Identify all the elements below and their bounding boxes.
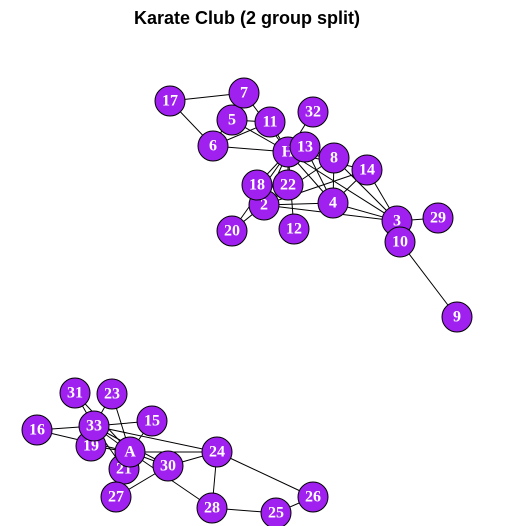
node-label: 8	[330, 150, 338, 167]
node-circle	[384, 226, 416, 258]
node-10: 10	[384, 226, 416, 258]
node-33: 33	[78, 410, 110, 442]
node-label: 12	[286, 221, 302, 238]
node-label: 24	[209, 444, 225, 461]
node-label: 20	[224, 223, 240, 240]
node-label: 5	[228, 112, 236, 129]
node-circle	[216, 104, 248, 136]
node-circle	[317, 187, 349, 219]
node-circle	[59, 377, 91, 409]
node-label: 9	[453, 309, 461, 326]
edge-2-14	[263, 169, 368, 206]
edge-24-26	[216, 451, 314, 498]
node-circle	[351, 154, 383, 186]
edge-9-10	[399, 241, 458, 318]
node-label: 10	[392, 234, 408, 251]
node-label: 16	[29, 422, 45, 439]
node-circle	[241, 169, 273, 201]
node-circle	[154, 85, 186, 117]
node-circle	[272, 169, 304, 201]
node-label: 26	[305, 489, 321, 506]
node-circle	[197, 130, 229, 162]
node-label: 30	[160, 458, 176, 475]
node-circle	[297, 481, 329, 513]
node-circle	[196, 492, 228, 524]
node-label: 25	[268, 505, 284, 522]
node-A: A	[114, 436, 146, 468]
node-6: 6	[197, 130, 229, 162]
node-label: 3	[393, 213, 401, 230]
node-17: 17	[154, 85, 186, 117]
node-circle	[254, 106, 286, 138]
node-22: 22	[272, 169, 304, 201]
node-circle	[289, 131, 321, 163]
node-label: 11	[262, 114, 277, 131]
node-label: 32	[305, 104, 321, 121]
node-label: 19	[83, 438, 99, 455]
node-circle	[96, 378, 128, 410]
node-5: 5	[216, 104, 248, 136]
node-12: 12	[278, 213, 310, 245]
node-8: 8	[318, 142, 350, 174]
node-label: 4	[329, 195, 337, 212]
node-label: 13	[297, 139, 313, 156]
node-circle	[260, 497, 292, 526]
node-circle	[201, 436, 233, 468]
node-label: 31	[67, 385, 83, 402]
node-label: 6	[209, 138, 217, 155]
node-circle	[278, 213, 310, 245]
node-circle	[114, 436, 146, 468]
node-11: 11	[254, 106, 286, 138]
graph-title: Karate Club (2 group split)	[133, 8, 360, 28]
node-4: 4	[317, 187, 349, 219]
node-14: 14	[351, 154, 383, 186]
node-label: 27	[108, 489, 124, 506]
node-label: 23	[104, 386, 120, 403]
node-label: 2	[260, 197, 268, 214]
node-circle	[441, 301, 473, 333]
node-circle	[78, 410, 110, 442]
node-circle	[152, 450, 184, 482]
node-15: 15	[136, 405, 168, 437]
node-circle	[297, 96, 329, 128]
node-16: 16	[21, 414, 53, 446]
node-31: 31	[59, 377, 91, 409]
node-circle	[422, 202, 454, 234]
node-label: 18	[249, 177, 265, 194]
node-circle	[136, 405, 168, 437]
node-circle	[318, 142, 350, 174]
node-circle	[228, 77, 260, 109]
node-circle	[100, 481, 132, 513]
node-label: 14	[359, 162, 375, 179]
node-18: 18	[241, 169, 273, 201]
node-32: 32	[297, 96, 329, 128]
node-28: 28	[196, 492, 228, 524]
node-label: 17	[162, 93, 178, 110]
node-label: 7	[240, 85, 248, 102]
node-25: 25	[260, 497, 292, 526]
edge-33-24	[93, 425, 218, 453]
node-label: 28	[204, 500, 220, 517]
node-label: 15	[144, 413, 160, 430]
node-23: 23	[96, 378, 128, 410]
node-26: 26	[297, 481, 329, 513]
node-7: 7	[228, 77, 260, 109]
node-30: 30	[152, 450, 184, 482]
node-label: 29	[430, 210, 446, 227]
node-29: 29	[422, 202, 454, 234]
node-label: A	[124, 444, 136, 461]
node-27: 27	[100, 481, 132, 513]
node-label: 22	[280, 177, 296, 194]
node-9: 9	[441, 301, 473, 333]
node-24: 24	[201, 436, 233, 468]
node-circle	[21, 414, 53, 446]
node-label: 33	[86, 418, 102, 435]
node-13: 13	[289, 131, 321, 163]
node-circle	[216, 215, 248, 247]
node-20: 20	[216, 215, 248, 247]
edge-H-3	[287, 151, 398, 222]
